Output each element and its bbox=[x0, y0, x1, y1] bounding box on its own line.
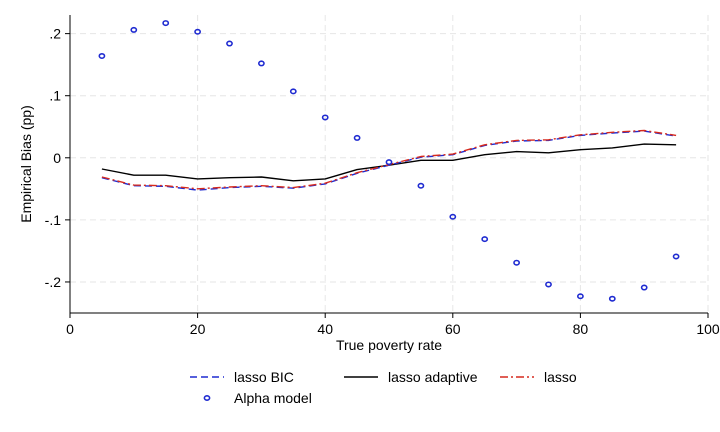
x-tick-label: 60 bbox=[445, 321, 461, 337]
data-point bbox=[545, 281, 552, 288]
data-point bbox=[608, 295, 616, 302]
y-tick-label: -.1 bbox=[45, 212, 62, 228]
legend-item-lasso: lasso bbox=[500, 369, 577, 385]
data-point bbox=[289, 88, 297, 95]
x-axis-title: True poverty rate bbox=[336, 337, 442, 353]
data-point bbox=[481, 236, 489, 243]
x-tick-label: 0 bbox=[66, 321, 74, 337]
data-point bbox=[257, 60, 265, 67]
data-point bbox=[194, 28, 201, 35]
data-point bbox=[449, 213, 457, 220]
legend-item-lasso-adaptive: lasso adaptive bbox=[344, 369, 478, 385]
data-point bbox=[513, 259, 520, 266]
x-tick-label: 20 bbox=[190, 321, 206, 337]
legend-label: lasso adaptive bbox=[388, 369, 478, 385]
data-point bbox=[98, 52, 106, 59]
y-axis-ticks: -.2 -.1 0 .1 .2 bbox=[45, 26, 70, 290]
data-point bbox=[321, 114, 329, 121]
series-line-lasso-adaptive bbox=[101, 143, 677, 182]
legend: lasso BIC lasso adaptive lasso Alpha model bbox=[190, 369, 577, 406]
x-axis-ticks: 0 20 40 60 80 100 bbox=[66, 313, 720, 337]
y-tick-label: 0 bbox=[53, 150, 61, 166]
y-tick-label: .2 bbox=[49, 26, 61, 42]
y-tick-label: .1 bbox=[49, 88, 61, 104]
data-point bbox=[130, 26, 138, 33]
data-point bbox=[226, 40, 233, 47]
legend-item-lasso-bic: lasso BIC bbox=[190, 369, 294, 385]
legend-label: Alpha model bbox=[234, 390, 312, 406]
x-tick-label: 100 bbox=[696, 321, 720, 337]
data-point bbox=[353, 134, 361, 141]
y-tick-label: -.2 bbox=[45, 274, 62, 290]
data-point bbox=[672, 253, 680, 260]
data-point bbox=[417, 182, 425, 189]
axes bbox=[69, 15, 708, 314]
data-point bbox=[640, 284, 648, 291]
y-axis-title: Empirical Bias (pp) bbox=[18, 105, 34, 222]
data-point bbox=[162, 20, 170, 27]
x-tick-label: 40 bbox=[317, 321, 333, 337]
grid-lines bbox=[69, 15, 709, 313]
legend-marker bbox=[203, 394, 211, 401]
series-layer bbox=[98, 20, 680, 302]
legend-item-alpha-model: Alpha model bbox=[203, 390, 312, 406]
x-tick-label: 80 bbox=[573, 321, 589, 337]
data-point bbox=[385, 159, 393, 166]
legend-label: lasso BIC bbox=[234, 369, 294, 385]
legend-label: lasso bbox=[544, 369, 577, 385]
data-point bbox=[577, 293, 584, 300]
series-alpha-model bbox=[98, 20, 680, 302]
